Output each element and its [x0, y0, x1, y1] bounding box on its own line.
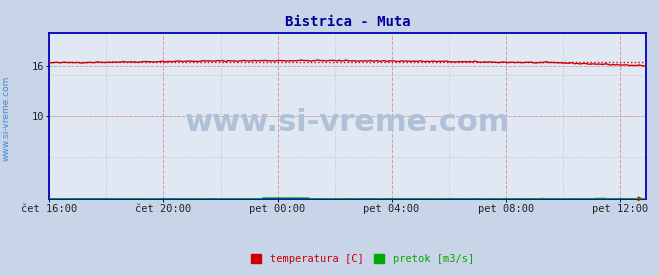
Legend: temperatura [C], pretok [m3/s]: temperatura [C], pretok [m3/s]	[247, 250, 478, 268]
Text: www.si-vreme.com: www.si-vreme.com	[2, 76, 11, 161]
Text: www.si-vreme.com: www.si-vreme.com	[185, 108, 510, 137]
Title: Bistrica - Muta: Bistrica - Muta	[285, 15, 411, 29]
